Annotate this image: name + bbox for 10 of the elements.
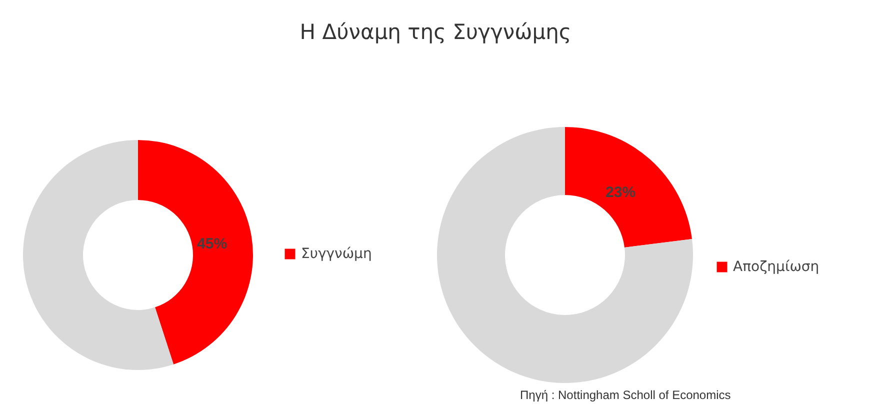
data-label: 45% [197,235,228,252]
donut-slice [23,140,174,370]
text: Η Δύναμη της Συγγνώμης [298,20,572,44]
text: Πηγή : Nottingham Scholl of Economics [520,388,731,402]
data-label: 23% [606,184,636,201]
legend-label: Αποζημίωση [733,259,820,275]
donut-slice [565,127,692,248]
donut-slice [437,127,693,383]
legend-label: Συγγνώμη [301,246,372,262]
donut-slice [138,140,253,364]
